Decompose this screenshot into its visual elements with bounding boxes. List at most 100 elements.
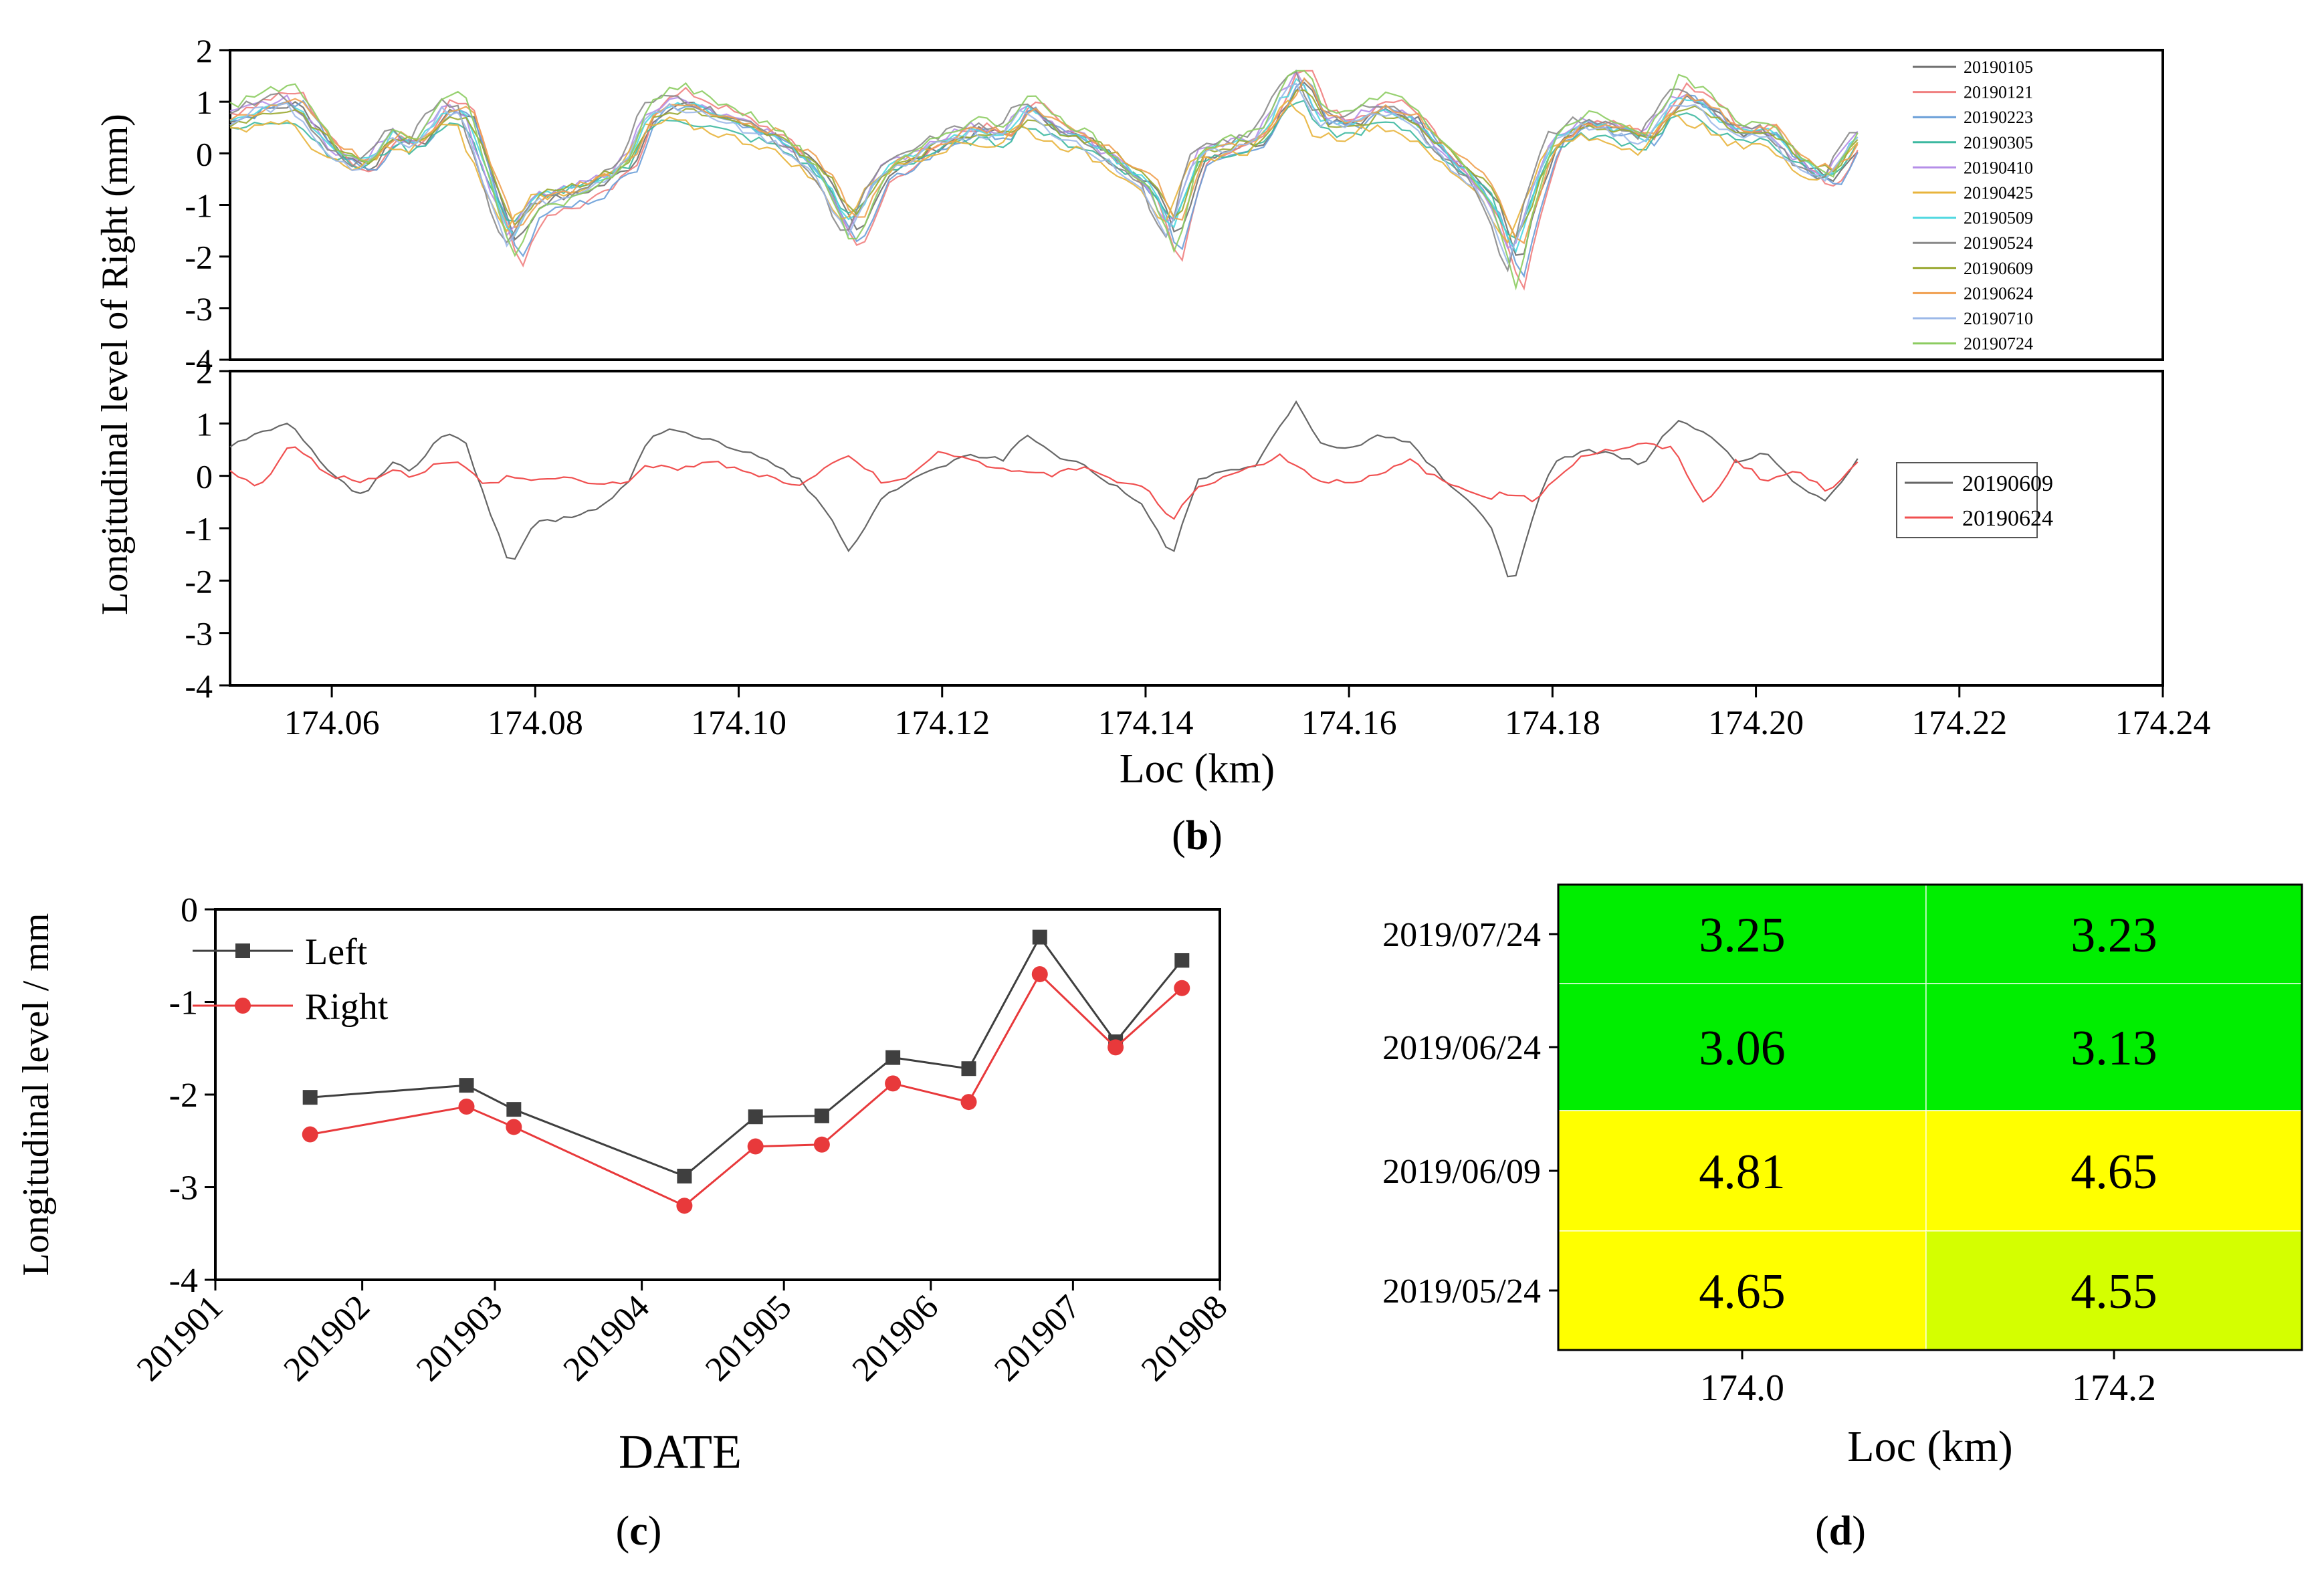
x-tick-label: 201904 bbox=[556, 1288, 657, 1389]
x-tick-label: 201905 bbox=[698, 1288, 799, 1389]
heatmap-value: 4.55 bbox=[2071, 1264, 2157, 1319]
caption-d-letter: d bbox=[1829, 1508, 1852, 1554]
legend-label: 20190624 bbox=[1964, 284, 2033, 303]
heatmap-value: 3.13 bbox=[2071, 1021, 2157, 1076]
x-tick-label: 201908 bbox=[1134, 1288, 1235, 1389]
x-tick-label: 174.22 bbox=[1911, 704, 2007, 742]
panel-d: 3.25 3.23 3.06 3.13 4.81 4.65 4.65 4.55 2019/07… bbox=[1382, 883, 2303, 1554]
legend-label: 20190121 bbox=[1964, 83, 2033, 102]
data-point-left bbox=[1032, 929, 1047, 945]
data-point-right bbox=[1107, 1039, 1124, 1056]
legend-label: 20190524 bbox=[1964, 233, 2033, 253]
legend-marker-left bbox=[235, 943, 250, 958]
x-tick-label: 174.24 bbox=[2115, 704, 2211, 742]
x-tick-label: 174.16 bbox=[1301, 704, 1397, 742]
heatmap-cell bbox=[1925, 983, 2303, 1111]
data-point-right bbox=[506, 1119, 522, 1135]
y-tick-label: -4 bbox=[185, 342, 213, 379]
x-tick-label: 174.10 bbox=[691, 704, 786, 742]
y-tick-label: -2 bbox=[169, 1077, 198, 1115]
series-line-20190710 bbox=[229, 82, 1859, 265]
x-tick-label: 174.12 bbox=[894, 704, 990, 742]
series-line-right bbox=[310, 972, 1183, 1207]
y-tick-label: 1 bbox=[196, 84, 213, 121]
x-tick-label: 201903 bbox=[409, 1288, 510, 1389]
data-point-right bbox=[960, 1094, 977, 1111]
y-tick-label: 0 bbox=[181, 891, 198, 929]
x-tick-label: 174.14 bbox=[1097, 704, 1193, 742]
y-tick-label: -1 bbox=[185, 510, 213, 548]
data-point-left bbox=[459, 1078, 474, 1093]
series-line-20190624 bbox=[229, 77, 1859, 245]
caption-b: (b) bbox=[1172, 813, 1223, 859]
y-tick-label: 2019/06/24 bbox=[1382, 1029, 1541, 1067]
y-tick-label: -2 bbox=[185, 562, 213, 600]
data-point-right bbox=[885, 1075, 902, 1092]
data-point-left bbox=[677, 1168, 692, 1184]
legend-top: 20190105 20190121 20190223 20190305 20190410… bbox=[1913, 58, 2033, 354]
series-line-20190624 bbox=[229, 442, 1859, 520]
legend-label: 20190425 bbox=[1964, 183, 2033, 203]
x-tick-label: 201906 bbox=[845, 1288, 946, 1389]
y-tick-label: -4 bbox=[169, 1262, 198, 1300]
series-line-20190724 bbox=[229, 70, 1859, 291]
heatmap-value: 4.65 bbox=[2071, 1145, 2157, 1200]
y-tick-label: -3 bbox=[185, 615, 213, 653]
legend-label: 20190609 bbox=[1964, 259, 2033, 278]
series-line-20190410 bbox=[229, 69, 1859, 249]
caption-c: (c) bbox=[616, 1508, 662, 1554]
x-tick-label: 174.18 bbox=[1505, 704, 1600, 742]
x-tick-label: 174.08 bbox=[488, 704, 583, 742]
data-point-left bbox=[748, 1109, 763, 1125]
panel-b: 210-1-2-3-4 210-1-2-3-4 174.06 174.08 174.… bbox=[94, 32, 2211, 859]
data-point-left bbox=[814, 1108, 829, 1123]
legend-marker-right bbox=[235, 998, 251, 1014]
plot-frame-bottom bbox=[229, 370, 2164, 687]
y-tick-label: -4 bbox=[185, 667, 213, 705]
caption-d: (d) bbox=[1815, 1508, 1866, 1554]
y-tick-label: 0 bbox=[196, 458, 213, 495]
data-point-right bbox=[747, 1138, 764, 1155]
y-tick-label: 0 bbox=[196, 135, 213, 173]
heatmap-value: 3.23 bbox=[2071, 908, 2157, 963]
series-line-20190105 bbox=[229, 82, 1859, 256]
data-point-right bbox=[813, 1136, 830, 1153]
b-y-axis-label: Longitudinal level of Right (mm) bbox=[94, 114, 136, 615]
legend-label: 20190305 bbox=[1964, 133, 2033, 152]
y-tick-label: -3 bbox=[169, 1169, 198, 1208]
y-tick-label: 2019/07/24 bbox=[1382, 916, 1541, 954]
x-tick-label: 174.0 bbox=[1700, 1367, 1784, 1409]
series-line-20190223 bbox=[229, 78, 1859, 278]
y-tick-label: -1 bbox=[185, 187, 213, 225]
data-point-left bbox=[961, 1061, 976, 1077]
legend-label: 20190609 bbox=[1962, 471, 2053, 496]
d-x-axis-label: Loc (km) bbox=[1847, 1422, 2012, 1471]
data-point-left bbox=[1174, 953, 1190, 968]
series-line-left bbox=[310, 935, 1183, 1177]
x-tick-label: 201907 bbox=[987, 1288, 1088, 1389]
series-line-20190121 bbox=[229, 70, 1859, 291]
data-point-left bbox=[885, 1050, 901, 1065]
x-axis: 174.06 174.08 174.10 174.12 174.14 174.16 174.… bbox=[284, 685, 2211, 742]
top-plot: 2 1 0 -1 -2 -3 -4 bbox=[185, 32, 1859, 379]
data-point-right bbox=[1031, 966, 1048, 982]
c-series bbox=[302, 929, 1190, 1214]
b-x-axis-label: Loc (km) bbox=[1120, 746, 1275, 792]
c-legend: Left Right bbox=[193, 931, 389, 1028]
y-tick-label: 2019/05/24 bbox=[1382, 1272, 1541, 1311]
data-point-right bbox=[302, 1126, 318, 1143]
data-point-right bbox=[676, 1198, 693, 1214]
heatmap-value: 3.25 bbox=[1699, 908, 1786, 963]
legend-label: 20190509 bbox=[1964, 209, 2033, 228]
y-tick-label: -2 bbox=[185, 239, 213, 276]
legend-label: Right bbox=[305, 986, 389, 1028]
heatmap-cell bbox=[1925, 1230, 2303, 1351]
y-tick-label: 2 bbox=[196, 353, 213, 390]
heatmap-cell bbox=[1558, 1110, 1927, 1232]
x-tick-label: 174.06 bbox=[284, 704, 380, 742]
y-tick-label: 1 bbox=[196, 405, 213, 443]
x-tick-label: 201901 bbox=[130, 1288, 231, 1389]
